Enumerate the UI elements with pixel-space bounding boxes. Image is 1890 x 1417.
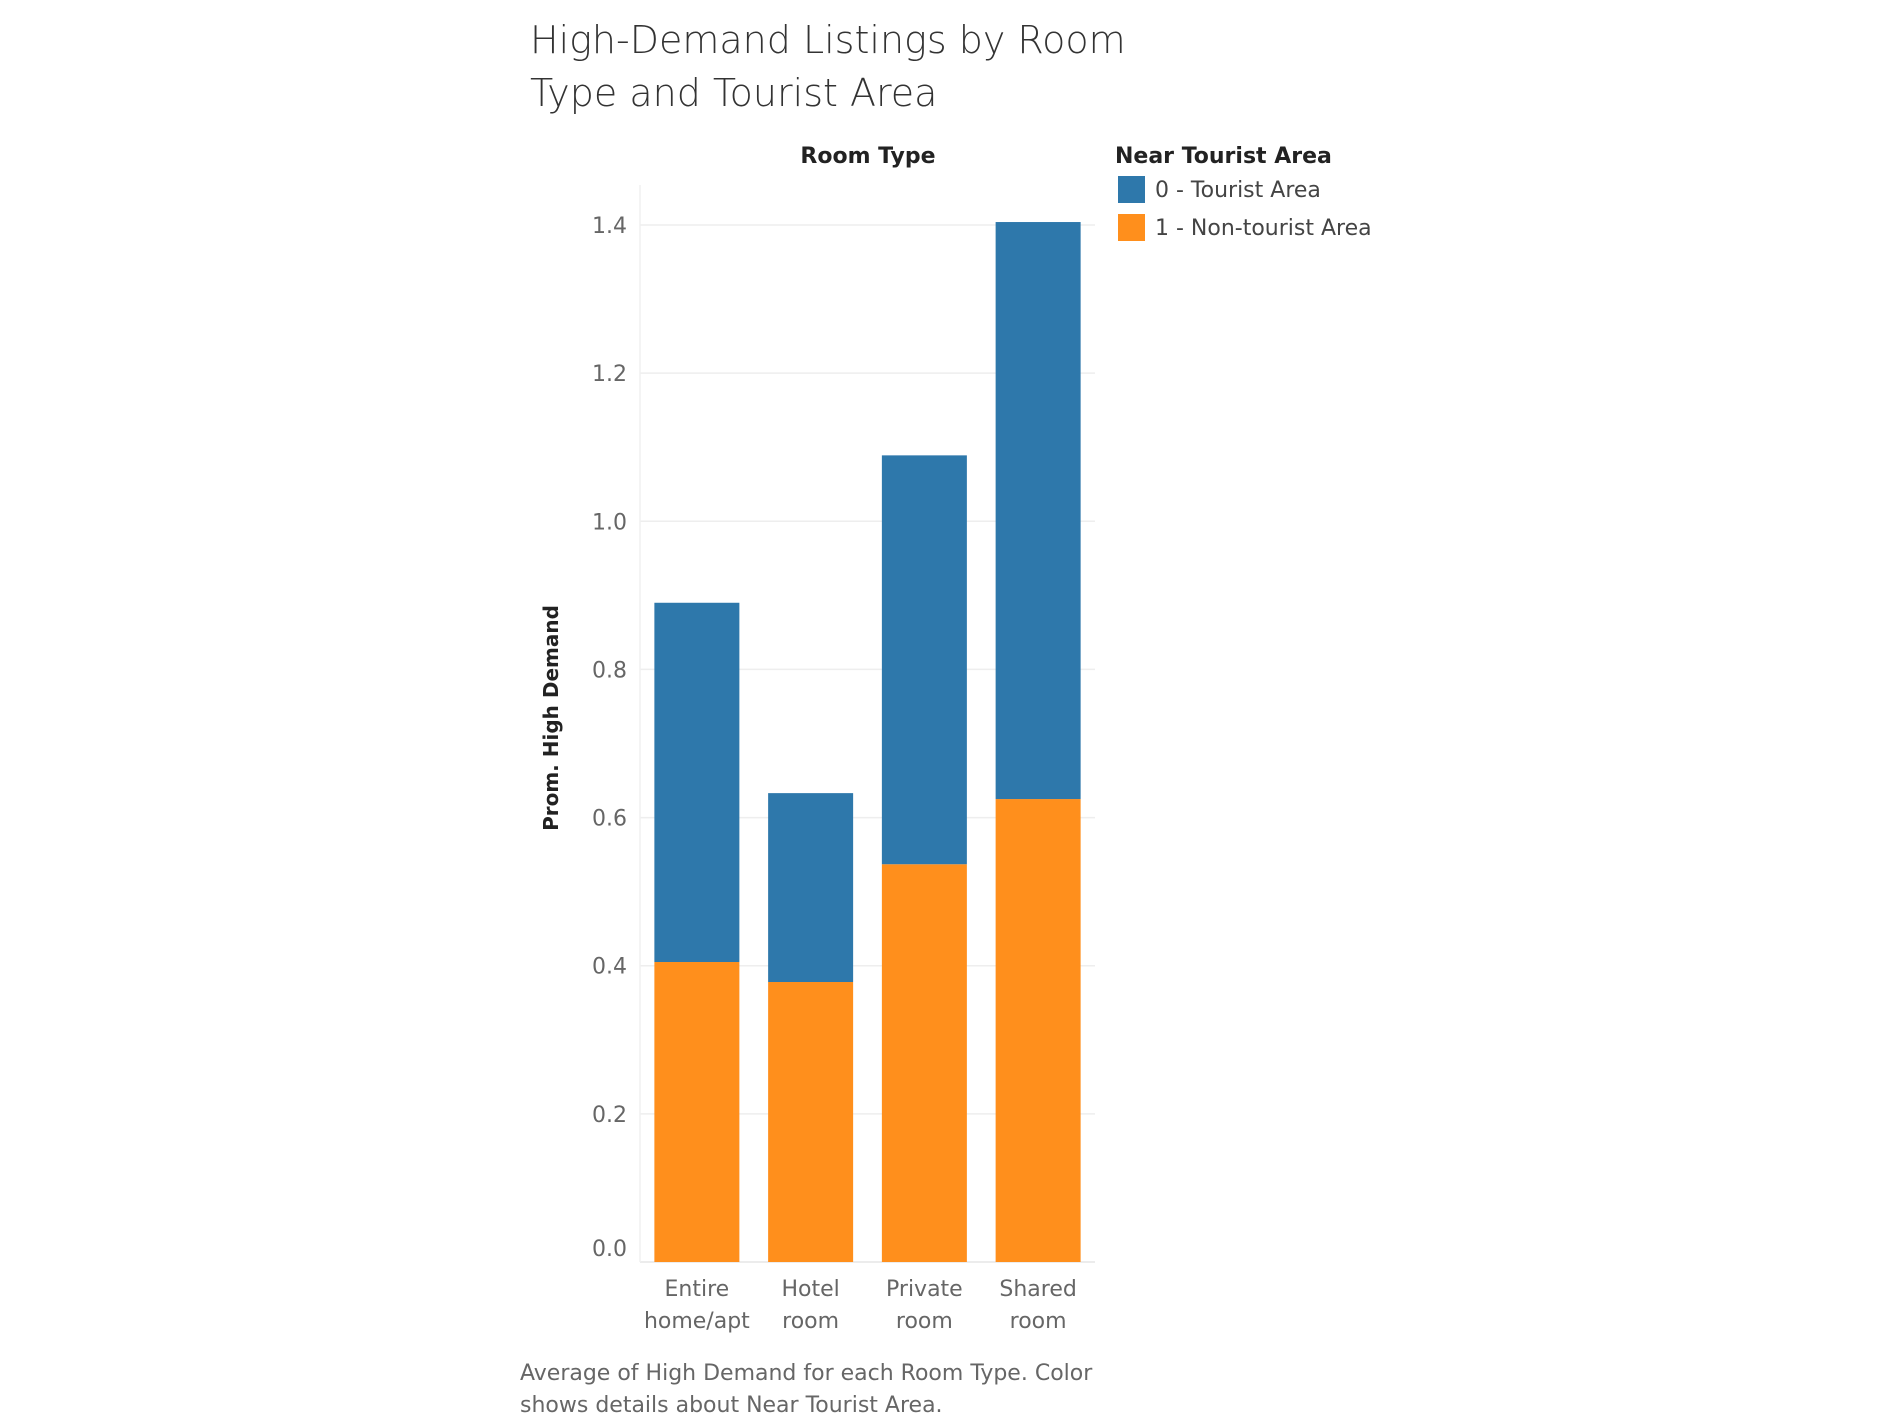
bar-non-tourist	[654, 962, 740, 1262]
legend-title: Near Tourist Area	[1115, 144, 1332, 169]
column-header: Room Type	[800, 144, 935, 169]
y-tick-label: 1.2	[592, 362, 627, 387]
bar-tourist	[768, 793, 854, 983]
bar-non-tourist	[881, 864, 967, 1262]
x-category-label: Shared	[999, 1277, 1076, 1302]
y-tick-label: 1.4	[592, 214, 627, 239]
caption-line-2: shows details about Near Tourist Area.	[520, 1393, 943, 1417]
legend-label-non-tourist: 1 - Non-tourist Area	[1155, 216, 1372, 241]
chart-title-line-1: High-Demand Listings by Room	[530, 18, 1126, 62]
bar-non-tourist	[768, 982, 854, 1262]
legend-swatch-non-tourist	[1118, 214, 1145, 241]
legend: Near Tourist Area 0 - Tourist Area 1 - N…	[1115, 144, 1372, 241]
bar-tourist	[654, 602, 740, 963]
chart-title-line-2: Type and Tourist Area	[530, 71, 937, 115]
y-tick-label: 1.0	[592, 510, 627, 535]
y-axis-title: Prom. High Demand	[539, 605, 563, 831]
x-category-label: room	[896, 1309, 953, 1334]
x-category-label: Private	[886, 1277, 963, 1302]
bar-non-tourist	[995, 799, 1081, 1262]
x-axis-categories: Entire home/apt Hotel room Private room Shared…	[644, 1277, 1077, 1334]
x-category-label: Hotel	[781, 1277, 839, 1302]
y-axis-ticks: 0.0 0.2 0.4 0.6 0.8 1.0 1.2 1.4	[592, 214, 627, 1262]
legend-label-tourist: 0 - Tourist Area	[1155, 178, 1321, 203]
x-category-label: room	[1010, 1309, 1067, 1334]
y-tick-label: 0.8	[592, 658, 627, 683]
y-tick-label: 0.6	[592, 807, 627, 832]
y-tick-label: 0.4	[592, 955, 627, 980]
x-category-label: home/apt	[644, 1309, 750, 1334]
legend-swatch-tourist	[1118, 176, 1145, 203]
caption-line-1: Average of High Demand for each Room Typ…	[520, 1361, 1093, 1386]
y-tick-label: 0.0	[592, 1237, 627, 1262]
x-category-label: room	[782, 1309, 839, 1334]
x-category-label: Entire	[665, 1277, 730, 1302]
y-tick-label: 0.2	[592, 1103, 627, 1128]
bar-tourist	[995, 222, 1081, 800]
chart-caption: Average of High Demand for each Room Typ…	[520, 1361, 1093, 1417]
bar-tourist	[881, 455, 967, 865]
bars	[654, 222, 1081, 1262]
chart-title: High-Demand Listings by Room Type and To…	[530, 18, 1126, 115]
